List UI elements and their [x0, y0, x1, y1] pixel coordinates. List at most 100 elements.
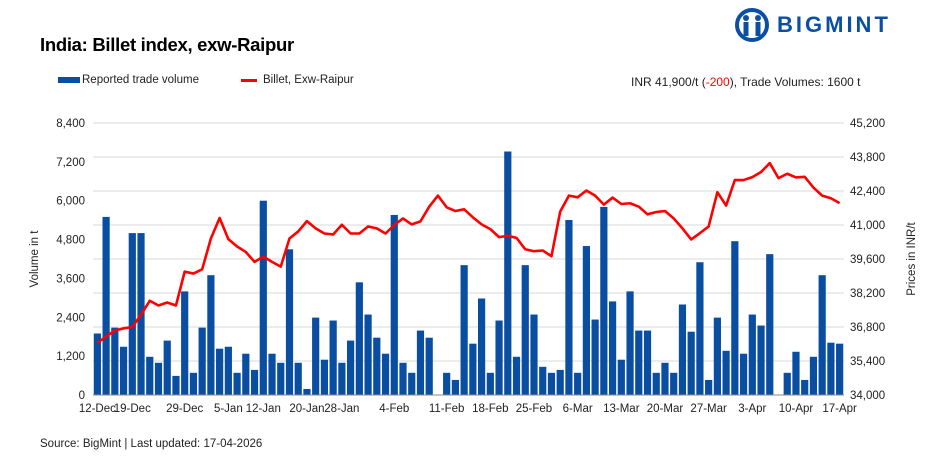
volume-bar	[696, 262, 704, 395]
legend: Reported trade volume Billet, Exw-Raipur	[58, 74, 354, 86]
price-summary: INR 41,900/t (-200), Trade Volumes: 1600…	[631, 75, 860, 89]
volume-bar	[189, 372, 198, 395]
volume-bar	[818, 275, 826, 395]
volume-bar	[512, 356, 521, 395]
volume-bar	[539, 366, 547, 395]
volume-bar	[154, 362, 163, 395]
y-left-tick-label: 8,400	[56, 118, 85, 130]
x-tick-label: 11-Feb	[429, 403, 465, 415]
y-left-tick-label: 7,200	[56, 157, 85, 169]
volume-bar	[635, 330, 643, 395]
volume-bar	[792, 351, 800, 395]
y-left-tick-label: 1,200	[56, 351, 85, 363]
y-right-tick-label: 36,800	[850, 322, 885, 334]
legend-label-volume: Reported trade volume	[82, 74, 199, 86]
volume-bar	[355, 282, 363, 395]
volume-bar	[626, 291, 634, 395]
volume-bar	[242, 353, 250, 395]
volume-bar	[250, 369, 259, 395]
logo-icon	[735, 8, 769, 42]
volume-bar	[294, 362, 302, 395]
volume-bar	[451, 379, 460, 395]
volume-bar	[207, 275, 215, 395]
volume-bar	[119, 346, 128, 395]
volume-bar	[591, 319, 599, 395]
x-tick-label: 27-Mar	[690, 403, 727, 415]
x-tick-label: 12-Jan	[246, 403, 281, 415]
x-tick-label: 20-Mar	[647, 403, 684, 415]
volume-bar	[416, 330, 425, 395]
y-right-tick-label: 35,400	[850, 356, 885, 368]
price-line	[96, 161, 841, 345]
volume-bar	[652, 372, 660, 395]
volume-bar	[198, 327, 206, 395]
y-axis-right-label: Prices in INR/t	[906, 221, 918, 295]
volume-bar	[111, 327, 119, 395]
x-tick-label: 17-Apr	[822, 403, 857, 415]
x-tick-label: 29-Dec	[166, 403, 203, 415]
volume-bar	[390, 214, 398, 395]
volume-bar	[408, 372, 416, 395]
y-axis-left-label: Volume in t	[29, 230, 41, 288]
volume-bar	[381, 353, 390, 395]
y-left-tick-label: 6,000	[56, 196, 85, 208]
volume-bar	[739, 353, 748, 395]
volume-bar	[827, 342, 835, 395]
volume-bar	[320, 359, 329, 395]
x-tick-label: 12-Dec	[79, 403, 116, 415]
volume-bar	[373, 337, 381, 395]
volume-bar	[547, 372, 556, 395]
volume-bar	[757, 325, 765, 395]
volume-bar	[486, 372, 494, 395]
volume-bar	[521, 265, 529, 395]
volume-bar	[530, 314, 538, 395]
volume-bar	[687, 331, 695, 395]
volume-bar	[347, 340, 355, 395]
volume-bar	[801, 379, 809, 395]
price-change: -200	[705, 75, 730, 89]
volume-bar	[731, 241, 739, 395]
volume-bar	[836, 343, 844, 395]
volume-bar	[285, 249, 294, 395]
volume-bar	[312, 317, 320, 395]
volume-bar	[329, 320, 337, 395]
volume-bar	[259, 200, 267, 395]
volume-bar	[277, 362, 285, 395]
volume-bar	[224, 346, 232, 395]
legend-swatch-price	[240, 78, 257, 82]
volume-bar	[600, 206, 608, 395]
volume-bar	[268, 353, 276, 395]
volume-bar	[678, 304, 687, 395]
legend-label-price: Billet, Exw-Raipur	[262, 74, 354, 86]
volume-bar	[722, 350, 730, 395]
volume-bar	[399, 362, 407, 395]
y-left-tick-label: 4,800	[56, 235, 85, 247]
y-right-tick-label: 41,000	[850, 220, 885, 232]
source-note: Source: BigMint | Last updated: 17-04-20…	[40, 438, 263, 450]
volume-bar	[582, 246, 590, 395]
volume-bar	[643, 330, 652, 395]
volume-bar	[443, 372, 451, 395]
x-tick-label: 25-Feb	[516, 403, 552, 415]
x-tick-label: 4-Feb	[379, 403, 409, 415]
volume-bar	[809, 356, 818, 395]
legend-swatch-volume	[58, 77, 80, 83]
volume-bar	[338, 362, 346, 395]
logo-text: BIGMINT	[777, 12, 891, 37]
volume-bar	[172, 375, 180, 395]
x-tick-label: 10-Apr	[779, 403, 814, 415]
chart-title: India: Billet index, exw-Raipur	[40, 34, 294, 55]
volume-bar	[504, 151, 512, 395]
volume-bar	[748, 314, 756, 395]
volume-bar	[670, 372, 678, 395]
y-right-tick-label: 42,400	[850, 186, 885, 198]
volume-bar	[146, 356, 154, 395]
volume-bar	[469, 343, 477, 395]
volume-bar	[608, 301, 617, 395]
volume-bar	[783, 372, 791, 395]
volume-bar	[303, 389, 311, 395]
volume-bar	[556, 369, 564, 395]
volume-bar	[713, 317, 721, 395]
volume-bar	[102, 216, 110, 395]
